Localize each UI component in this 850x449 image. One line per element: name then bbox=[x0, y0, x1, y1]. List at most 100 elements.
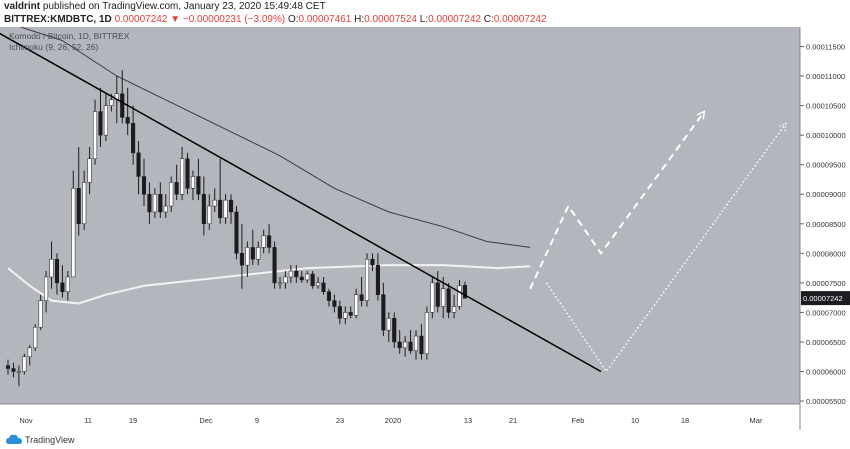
candle-body bbox=[11, 368, 16, 372]
candle bbox=[141, 158, 147, 207]
candle-body bbox=[76, 188, 81, 225]
trend-line bbox=[0, 32, 602, 373]
price-tick-label: 0.00011500 bbox=[806, 43, 845, 52]
time-tick-label: 10 bbox=[631, 416, 639, 425]
tradingview-cloud-icon bbox=[6, 434, 22, 444]
price-tick-label: 0.00008500 bbox=[806, 220, 846, 229]
candle bbox=[267, 223, 272, 254]
candle bbox=[435, 271, 440, 313]
candle bbox=[413, 330, 419, 360]
candle bbox=[321, 276, 326, 295]
candle bbox=[82, 170, 87, 230]
candle-body bbox=[125, 117, 130, 124]
candle-body bbox=[272, 247, 277, 284]
candle-body bbox=[462, 284, 468, 299]
candle bbox=[185, 152, 190, 195]
candle bbox=[245, 241, 250, 277]
candle-body bbox=[223, 199, 228, 219]
candle-body bbox=[196, 176, 201, 195]
candle-body bbox=[375, 264, 380, 295]
candle bbox=[419, 324, 424, 360]
current-price-label: 0.00007242 bbox=[803, 294, 843, 303]
candle bbox=[239, 223, 244, 289]
candle-body bbox=[131, 123, 136, 154]
candle bbox=[11, 362, 16, 378]
candle bbox=[131, 105, 136, 165]
candle bbox=[223, 194, 228, 224]
candle-body bbox=[212, 199, 217, 207]
candle bbox=[452, 294, 457, 319]
candle-body bbox=[71, 188, 76, 278]
current-price-badge bbox=[801, 291, 850, 306]
close-value: 0.00007242 bbox=[493, 14, 547, 25]
footer: TradingView bbox=[0, 431, 850, 449]
candle-body bbox=[136, 152, 141, 177]
candle bbox=[201, 176, 206, 236]
candle-body bbox=[147, 193, 152, 213]
candle bbox=[430, 276, 435, 319]
chart-title: Komodo / Bitcoin, 1D, BITTREX bbox=[9, 31, 130, 41]
candle-body bbox=[82, 182, 87, 225]
time-tick-label: Dec bbox=[199, 416, 213, 425]
candle bbox=[283, 271, 288, 289]
price-tick-label: 0.00005500 bbox=[806, 397, 846, 406]
candle bbox=[408, 330, 413, 354]
candle bbox=[228, 194, 234, 224]
candle bbox=[457, 279, 462, 310]
last-price: 0.00007242 bbox=[114, 14, 168, 25]
candle-body bbox=[381, 294, 386, 331]
time-tick-label: 9 bbox=[255, 416, 259, 425]
time-tick-label: Mar bbox=[750, 416, 763, 425]
indicator-label[interactable]: Ichimoku (9, 26, 52, 26) bbox=[9, 42, 99, 52]
candle bbox=[332, 294, 337, 313]
candle bbox=[386, 312, 391, 342]
candle bbox=[250, 229, 255, 266]
candle-body bbox=[234, 211, 239, 254]
candle bbox=[375, 253, 380, 301]
open-value: 0.00007461 bbox=[298, 14, 352, 25]
candle-body bbox=[452, 306, 457, 313]
candle-body bbox=[408, 341, 413, 352]
candle bbox=[403, 336, 408, 357]
candle bbox=[424, 306, 429, 360]
tradingview-logo[interactable]: TradingView bbox=[6, 434, 75, 445]
price-chart[interactable]: 0.00011500 0.00011000 0.00010500 0.00010000… bbox=[0, 27, 850, 431]
candle bbox=[22, 353, 27, 375]
candle-body bbox=[326, 291, 332, 301]
candle bbox=[169, 176, 174, 212]
price-tick-label: 0.00010000 bbox=[806, 131, 846, 140]
candle-body bbox=[49, 258, 54, 278]
time-axis[interactable]: Nov 11 19 Dec 9 23 2020 13 21 Feb 10 18 Mar bbox=[19, 416, 763, 425]
candle-body bbox=[180, 158, 185, 195]
candle-body bbox=[65, 276, 70, 292]
time-tick-label: Nov bbox=[19, 416, 33, 425]
candle-body bbox=[299, 276, 304, 281]
candle bbox=[305, 271, 310, 283]
candle bbox=[343, 306, 348, 325]
price-tick-label: 0.00008000 bbox=[806, 249, 846, 258]
candle-body bbox=[294, 270, 299, 278]
candle-body bbox=[109, 99, 114, 106]
candle bbox=[5, 359, 11, 375]
author-name[interactable]: valdrint bbox=[4, 1, 41, 12]
candle bbox=[354, 288, 359, 319]
projection-dotted-arrowhead bbox=[778, 122, 787, 132]
candle-body bbox=[386, 318, 391, 331]
candle bbox=[299, 271, 304, 283]
candle bbox=[277, 276, 283, 289]
candle-body bbox=[60, 282, 65, 292]
candle-body bbox=[185, 158, 190, 189]
price-axis[interactable]: 0.00011500 0.00011000 0.00010500 0.00010000… bbox=[800, 43, 850, 407]
candle bbox=[359, 276, 364, 307]
candle bbox=[152, 188, 157, 218]
moving-averages bbox=[7, 27, 531, 305]
candle-body bbox=[228, 199, 234, 213]
candle bbox=[27, 344, 32, 366]
candle bbox=[234, 206, 239, 260]
candle-body bbox=[321, 282, 326, 292]
candle-body bbox=[207, 205, 212, 225]
time-tick-label: 23 bbox=[336, 416, 344, 425]
candle bbox=[261, 229, 266, 254]
candle-body bbox=[163, 205, 168, 213]
published-text: published on TradingView.com, January 23… bbox=[42, 1, 326, 12]
